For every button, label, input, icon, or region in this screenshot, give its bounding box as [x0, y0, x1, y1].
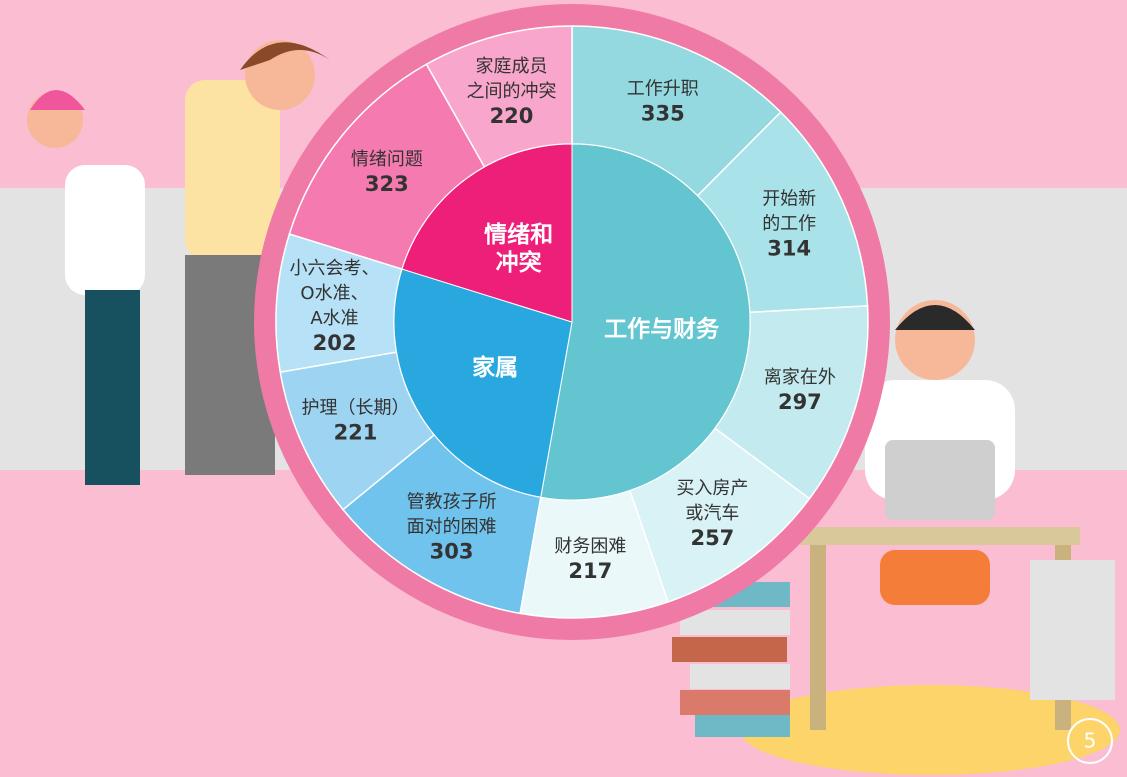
segment-label: 管教孩子所 [407, 491, 497, 512]
segment-label: O水准、 [300, 283, 368, 304]
segment-label: 之间的冲突 [466, 81, 556, 102]
page-number: 5 [1084, 729, 1097, 753]
segment-label: 或汽车 [685, 503, 739, 524]
group-label: 情绪和 [484, 221, 553, 248]
segment-label: 开始新 [762, 189, 816, 210]
person-right [800, 300, 1080, 730]
segment-label: 情绪问题 [351, 149, 423, 170]
segment-label: 家庭成员 [475, 56, 547, 77]
group-label: 冲突 [496, 249, 542, 276]
floor-rug [740, 685, 1120, 775]
value-label: 323 [365, 172, 409, 196]
segment-label: 离家在外 [764, 367, 836, 388]
segment-label: A水准 [310, 308, 358, 329]
value-label: 314 [767, 237, 811, 261]
books [672, 560, 1115, 737]
group-segment [393, 268, 573, 498]
segment-label: 的工作 [762, 214, 816, 235]
page-badge [1067, 718, 1113, 764]
segment-label: 工作升职 [627, 78, 699, 99]
group-label: 工作与财务 [604, 316, 720, 342]
value-label: 303 [430, 539, 474, 563]
value-label: 220 [490, 104, 534, 128]
group-segment [540, 143, 751, 501]
segment-label: 财务困难 [554, 536, 626, 557]
group-segment [401, 143, 573, 323]
value-label: 335 [641, 101, 685, 125]
value-label: 221 [334, 420, 378, 444]
value-label: 297 [778, 390, 822, 414]
person-left [27, 90, 145, 485]
group-label: 家属 [472, 354, 518, 381]
value-label: 202 [313, 331, 357, 355]
segment-label: 面对的困难 [407, 516, 497, 537]
segment-label: 小六会考、 [290, 258, 380, 279]
segment-label: 买入房产 [676, 478, 748, 499]
value-label: 217 [568, 559, 612, 583]
value-label: 257 [690, 526, 734, 550]
segment-label: 护理（长期） [301, 397, 409, 418]
person-middle [185, 40, 330, 475]
